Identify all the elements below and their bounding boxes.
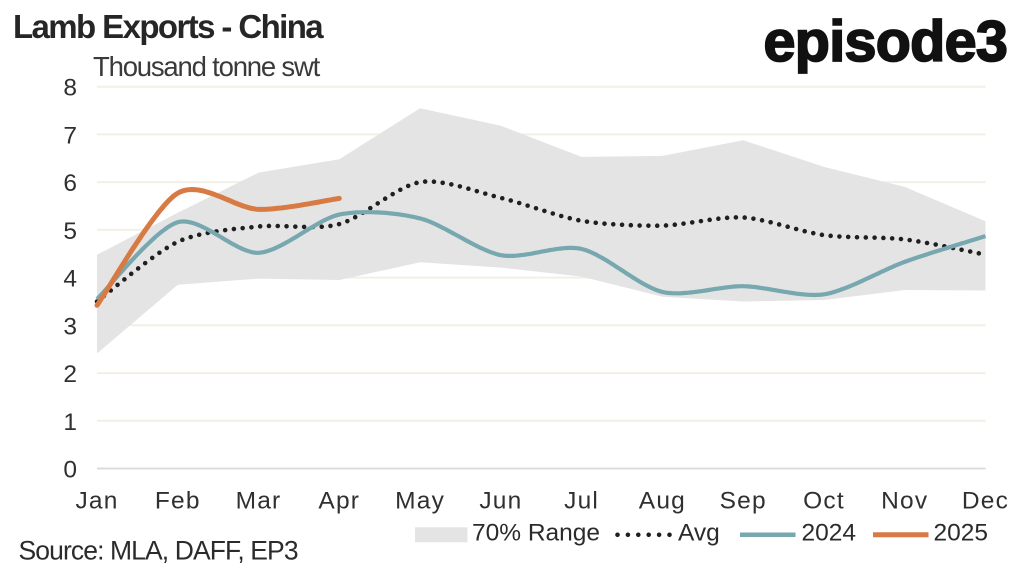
svg-text:Dec: Dec xyxy=(962,488,1009,515)
svg-text:May: May xyxy=(395,488,445,515)
svg-text:4: 4 xyxy=(63,266,77,293)
svg-text:7: 7 xyxy=(63,122,77,149)
svg-text:6: 6 xyxy=(63,170,77,197)
svg-text:Aug: Aug xyxy=(639,488,686,515)
svg-text:Sep: Sep xyxy=(720,488,767,515)
svg-text:Jul: Jul xyxy=(564,488,599,515)
svg-text:Source: MLA, DAFF, EP3: Source: MLA, DAFF, EP3 xyxy=(19,536,298,566)
svg-text:Nov: Nov xyxy=(881,488,928,515)
svg-text:1: 1 xyxy=(63,409,77,436)
svg-text:Lamb Exports - China: Lamb Exports - China xyxy=(13,8,324,45)
svg-text:3: 3 xyxy=(63,313,77,340)
svg-text:Jun: Jun xyxy=(479,488,522,515)
svg-text:episode3: episode3 xyxy=(764,10,1008,74)
svg-text:Thousand tonne swt: Thousand tonne swt xyxy=(93,51,321,82)
svg-text:70% Range: 70% Range xyxy=(472,520,600,547)
svg-text:Apr: Apr xyxy=(318,488,360,515)
svg-text:0: 0 xyxy=(63,457,77,484)
svg-text:Feb: Feb xyxy=(155,488,201,515)
svg-text:Oct: Oct xyxy=(803,488,845,515)
svg-text:Avg: Avg xyxy=(678,520,720,547)
svg-text:5: 5 xyxy=(63,218,77,245)
svg-text:2025: 2025 xyxy=(934,520,989,547)
svg-text:8: 8 xyxy=(63,75,77,102)
svg-text:2: 2 xyxy=(63,361,77,388)
svg-text:Jan: Jan xyxy=(75,488,118,515)
svg-text:2024: 2024 xyxy=(802,520,857,547)
svg-text:Mar: Mar xyxy=(236,488,282,515)
